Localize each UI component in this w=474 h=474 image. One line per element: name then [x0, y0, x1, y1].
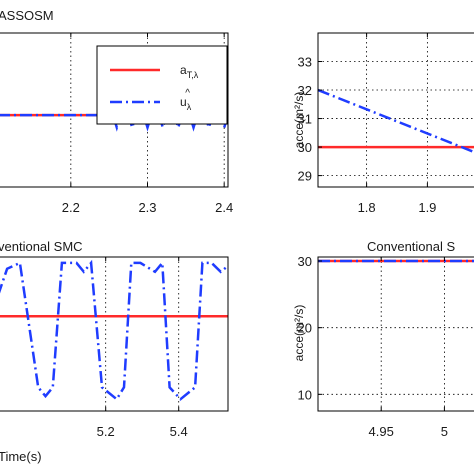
legend-label-estimate: uλ^ [180, 88, 192, 112]
panel3-title: ventional SMC [0, 239, 83, 254]
panel2-ytick-label: 31 [298, 112, 312, 127]
panel2-ytick-label: 33 [298, 55, 312, 70]
panel4-title: Conventional S [367, 239, 455, 254]
panel4-xtick-label: 4.95 [369, 424, 394, 439]
panel4-axes [317, 256, 474, 412]
panel3-series-estimate [0, 259, 228, 402]
panel1-xtick-label: 2.2 [62, 200, 80, 215]
panel2-axes [317, 32, 474, 188]
panel1-xtick-label: 2.3 [138, 200, 156, 215]
panel4-ytick-label: 30 [298, 254, 312, 269]
panel2-ytick-label: 32 [298, 83, 312, 98]
panel2-series-estimate [318, 88, 474, 154]
panel1-series-estimate [0, 98, 228, 132]
panel3-xtick-label: 5.2 [97, 424, 115, 439]
panel2-xtick-label: 1.8 [358, 200, 376, 215]
panel3-xtick-label: 5.4 [170, 424, 188, 439]
panel1-title: ASSOSM [0, 8, 54, 23]
panel2-ytick-label: 30 [298, 140, 312, 155]
panel1-axes [0, 32, 229, 188]
panel4-ytick-label: 10 [298, 387, 312, 402]
panel1-xtick-label: 2.4 [215, 200, 233, 215]
panel4-xtick-label: 5 [441, 424, 448, 439]
panel4-ylabel: acce(m²/s) [292, 305, 306, 362]
legend-box [96, 45, 228, 125]
panel2-xtick-label: 1.9 [418, 200, 436, 215]
panel3-axes [0, 256, 229, 412]
panel4-ytick-label: 20 [298, 321, 312, 336]
panel3-xlabel: Time(s) [0, 449, 42, 464]
panel2-ytick-label: 29 [298, 169, 312, 184]
legend: aT,λ uλ^ [96, 45, 228, 125]
panel2-ylabel: acce(m²/s) [292, 92, 306, 149]
